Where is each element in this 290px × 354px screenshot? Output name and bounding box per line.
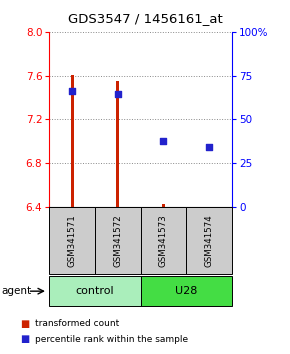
Point — [207, 144, 211, 149]
Text: transformed count: transformed count — [35, 319, 119, 329]
Text: agent: agent — [1, 286, 32, 296]
Text: ■: ■ — [20, 319, 30, 329]
Point — [70, 88, 75, 94]
Bar — [70, 75, 74, 207]
Point — [161, 138, 166, 143]
Text: percentile rank within the sample: percentile rank within the sample — [35, 335, 188, 344]
Text: GSM341574: GSM341574 — [205, 214, 214, 267]
Point — [115, 91, 120, 97]
Text: GSM341571: GSM341571 — [68, 214, 77, 267]
Text: control: control — [76, 286, 114, 296]
Text: GSM341573: GSM341573 — [159, 214, 168, 267]
Text: U28: U28 — [175, 286, 197, 296]
Text: ■: ■ — [20, 334, 30, 344]
Bar — [162, 204, 165, 207]
Text: GSM341572: GSM341572 — [113, 214, 122, 267]
Bar — [208, 206, 211, 207]
Bar — [116, 81, 119, 207]
Text: GDS3547 / 1456161_at: GDS3547 / 1456161_at — [68, 12, 222, 25]
